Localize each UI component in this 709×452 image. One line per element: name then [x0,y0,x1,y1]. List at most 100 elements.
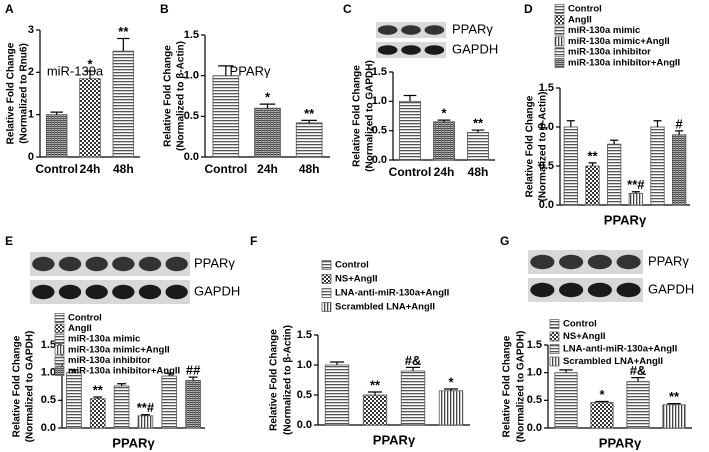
y-tick-label: 0.0 [41,422,56,434]
blot-strip [30,280,190,304]
significance-label: * [441,106,447,121]
bar [590,402,614,429]
error-bar [69,369,79,373]
blot-band [32,284,55,300]
legend-swatch [54,323,65,334]
error-bar [405,366,421,371]
y-tick-label: 1.0 [372,95,387,107]
significance-label: #& [630,363,647,378]
legend-label: miR-130a inhibitor+AngII [68,366,180,377]
error-bar [653,120,662,127]
legend-swatch [54,355,65,366]
error-bar [50,111,63,115]
y-tick-label: 1.5 [372,66,387,78]
y-axis-label: (Normalized to β-Actin) [283,325,294,435]
y-tick-label: 0.5 [41,394,56,406]
y-tick-label: 0.5 [372,125,387,137]
legend-label: Scrambled LNA+AngII [335,302,435,313]
y-axis-label: Relative Fold Change [352,65,363,167]
y-tick-label: 1.5 [539,82,554,94]
y-axis-label: Relative Fold Change [163,45,174,147]
blot-band [112,256,135,272]
bar [433,121,455,161]
legend-swatch [321,260,332,270]
x-tick-label: PPARγ [373,432,416,447]
bar [254,107,281,158]
blot-band [401,25,421,35]
significance-label: ** [93,382,104,397]
bar [650,126,665,206]
blot-band [530,282,555,298]
y-tick-label: 0 [28,151,34,163]
error-bar [437,119,451,122]
legend-label: Control [563,319,597,330]
bar [607,143,622,206]
error-bar [403,94,417,102]
error-bar [631,377,645,382]
blot-band [138,256,162,272]
error-bar [140,414,150,416]
error-bar [329,361,345,365]
legend-label: Control [68,313,102,324]
panel-label: C [343,2,352,16]
y-tick-label: 1.0 [184,70,199,82]
error-bar [595,400,609,403]
blot-label: GAPDH [194,283,240,298]
blot-band [112,284,135,300]
error-bar [588,162,597,166]
blot-label: GAPDH [648,281,694,296]
blot-band [559,254,584,270]
legend-label: AngII [568,14,592,25]
significance-label: ** [587,148,598,163]
significance-label: ** [118,24,129,39]
error-bar [675,130,684,135]
legend-label: miR-130a inhibitor [568,47,651,58]
legend-swatch [549,356,560,367]
x-tick-label: 48h [113,162,134,176]
blot-strip [30,252,190,276]
y-tick-label: 3 [28,24,34,36]
annotation: PPARγ [230,63,271,78]
y-axis-label: Relative Fold Change [269,329,280,431]
legend-swatch [549,331,560,342]
blot-label: PPARγ [194,255,235,270]
bar [79,78,101,158]
error-bar [367,391,383,395]
error-bar [667,403,681,405]
blot-band [85,284,108,300]
legend-swatch [54,366,65,376]
y-tick-label: 0.0 [527,422,542,434]
blot-band [165,256,188,272]
error-bar [471,129,485,133]
error-bar [443,388,459,391]
y-tick-label: 2 [28,66,34,78]
significance-label: * [599,387,605,402]
legend-swatch [54,334,65,345]
significance-label: # [676,116,684,131]
significance-label: **# [137,400,155,415]
y-tick-label: 0.0 [372,154,387,166]
x-tick-label: Control [389,165,432,179]
significance-label: ## [186,363,201,378]
blot-label: GAPDH [452,41,498,56]
x-tick-label: PPARγ [604,212,647,227]
error-bar [117,37,130,52]
panel-label: D [524,2,533,16]
bar [563,126,578,206]
error-bar [83,70,97,79]
panel-label: B [160,2,169,16]
blot-band [377,25,398,35]
legend-swatch [554,25,565,36]
legend-label: NS+AngII [335,274,378,285]
legend-swatch [54,344,65,355]
legend-label: miR-130a mimic [68,334,140,345]
legend-label: miR-130a mimic [568,25,640,36]
blot-band [616,254,641,270]
significance-label: * [265,90,271,105]
blot-band [424,25,445,35]
error-bar [259,103,276,109]
significance-label: * [448,374,454,389]
legend-label: miR-130a inhibitor [68,355,151,366]
x-tick-label: PPARγ [112,435,155,450]
